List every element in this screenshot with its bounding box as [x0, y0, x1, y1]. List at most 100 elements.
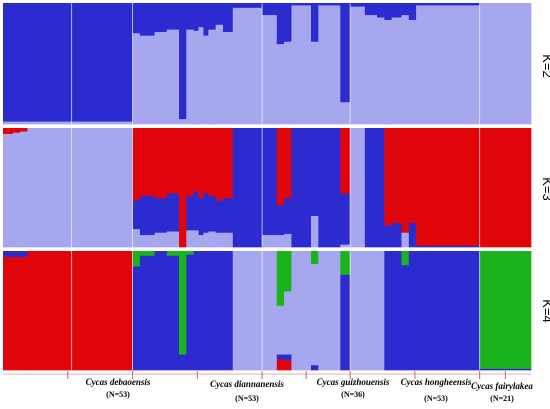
ancestry-bar-red	[215, 128, 224, 201]
ancestry-bar-lavender	[364, 251, 378, 371]
ancestry-bar-blue	[384, 3, 393, 21]
ancestry-bar-red	[391, 128, 402, 224]
ancestry-bar-lavender	[27, 128, 133, 248]
ancestry-bar-red	[384, 128, 393, 226]
ancestry-bar-blue	[3, 251, 28, 258]
population-label-debaoensis: Cycas debaoensis	[86, 377, 151, 387]
ancestry-bar-red	[186, 128, 195, 197]
population-count-debaoensis: (N=53)	[106, 390, 130, 399]
ancestry-bar-blue	[139, 3, 155, 37]
ancestry-bar-blue	[203, 251, 209, 371]
ancestry-bar-red	[276, 359, 285, 371]
ancestry-bar-red	[3, 128, 14, 135]
ancestry-bar-blue	[198, 3, 204, 28]
ancestry-bar-blue	[276, 205, 285, 236]
ancestry-bar-lavender	[276, 44, 285, 125]
ancestry-bar-blue	[193, 191, 199, 231]
ancestry-bar-lavender	[276, 235, 285, 248]
ancestry-bar-lavender	[391, 17, 402, 125]
ancestry-bar-blue	[232, 3, 263, 9]
ancestry-bar-blue	[318, 128, 341, 248]
ancestry-bar-lavender	[166, 29, 180, 125]
ancestry-bar-blue	[215, 3, 224, 26]
ancestry-bar-blue	[132, 3, 141, 34]
ancestry-bar-lavender	[139, 235, 155, 248]
ancestry-bar-lavender	[311, 41, 319, 125]
ancestry-bar-red	[193, 128, 199, 192]
ancestry-bar-lavender	[262, 235, 278, 248]
ancestry-bar-green	[311, 251, 319, 265]
ancestry-bar-lavender	[401, 15, 410, 125]
ancestry-bar-lavender	[340, 244, 351, 248]
ancestry-bar-red	[416, 128, 481, 247]
ancestry-bar-lavender	[203, 35, 209, 125]
ancestry-bar-lavender	[3, 133, 14, 248]
ancestry-bar-green	[166, 251, 180, 257]
ancestry-bar-blue	[391, 223, 402, 248]
ancestry-bar-blue	[311, 3, 319, 43]
panel-k4	[3, 251, 532, 371]
ancestry-bar-red	[166, 128, 180, 194]
ancestry-bar-lavender	[350, 128, 366, 248]
panel-k3	[3, 128, 532, 248]
ancestry-bar-lavender	[208, 231, 217, 248]
ancestry-bar-red	[12, 128, 21, 134]
ancestry-bar-blue	[401, 3, 410, 16]
ancestry-bar-red	[132, 128, 141, 201]
ancestry-bar-lavender	[203, 232, 209, 248]
ancestry-bar-red	[198, 128, 204, 199]
ancestry-bar-blue	[262, 128, 278, 236]
panel-label-k3: K=3	[540, 177, 550, 201]
ancestry-bar-red	[284, 360, 292, 371]
ancestry-bar-lavender	[284, 291, 292, 355]
ancestry-bar-blue	[350, 3, 366, 7]
ancestry-bar-blue	[284, 198, 292, 235]
ancestry-bar-blue	[311, 365, 319, 371]
ancestry-bar-lavender	[139, 35, 155, 125]
ancestry-bar-lavender	[350, 251, 366, 371]
ancestry-bar-lavender	[198, 235, 204, 248]
ancestry-bar-lavender	[215, 24, 224, 125]
ancestry-bar-blue	[208, 195, 217, 232]
population-label-guizhouensis: Cycas guizhouensis	[317, 377, 390, 387]
ancestry-bar-green	[132, 251, 141, 267]
ancestry-bar-lavender	[166, 231, 180, 248]
ancestry-bar-blue	[186, 195, 195, 231]
ancestry-bar-blue	[291, 3, 312, 6]
ancestry-bar-blue	[311, 128, 319, 217]
ancestry-bar-blue	[284, 354, 292, 361]
ancestry-bar-blue	[208, 251, 217, 371]
ancestry-bar-blue	[179, 3, 187, 120]
ancestry-bar-lavender	[132, 229, 141, 248]
ancestry-bar-blue	[291, 128, 312, 248]
ancestry-bar-blue	[203, 193, 209, 234]
ancestry-bar-blue	[391, 251, 402, 371]
ancestry-bar-blue	[186, 254, 195, 371]
ancestry-bar-blue	[340, 193, 351, 245]
ancestry-bar-lavender	[232, 251, 263, 371]
ancestry-bar-lavender	[377, 251, 385, 371]
ancestry-bar-green	[401, 251, 410, 266]
ancestry-bar-lavender	[291, 251, 312, 371]
ancestry-bar-lavender	[232, 7, 263, 125]
ancestry-bar-lavender	[193, 230, 199, 248]
ancestry-bar-lavender	[377, 17, 385, 125]
ancestry-bar-red	[276, 128, 285, 206]
ancestry-bar-lavender	[3, 121, 133, 125]
ancestry-bar-green	[284, 251, 292, 292]
ancestry-bar-blue	[408, 251, 417, 371]
ancestry-bar-blue	[223, 3, 234, 33]
ancestry-bar-blue	[416, 245, 481, 248]
ancestry-bar-blue	[132, 200, 141, 230]
ancestry-bar-lavender	[416, 5, 481, 125]
ancestry-bar-blue	[179, 354, 187, 371]
population-ticks	[3, 371, 531, 379]
ancestry-bar-lavender	[479, 3, 532, 125]
ancestry-bar-lavender	[132, 33, 141, 125]
ancestry-bar-blue	[223, 198, 234, 234]
ancestry-bar-green	[276, 251, 285, 307]
ancestry-bar-blue	[166, 255, 180, 371]
ancestry-bar-lavender	[318, 251, 341, 371]
ancestry-bar-lavender	[364, 15, 378, 125]
ancestry-bar-lavender	[223, 232, 234, 248]
